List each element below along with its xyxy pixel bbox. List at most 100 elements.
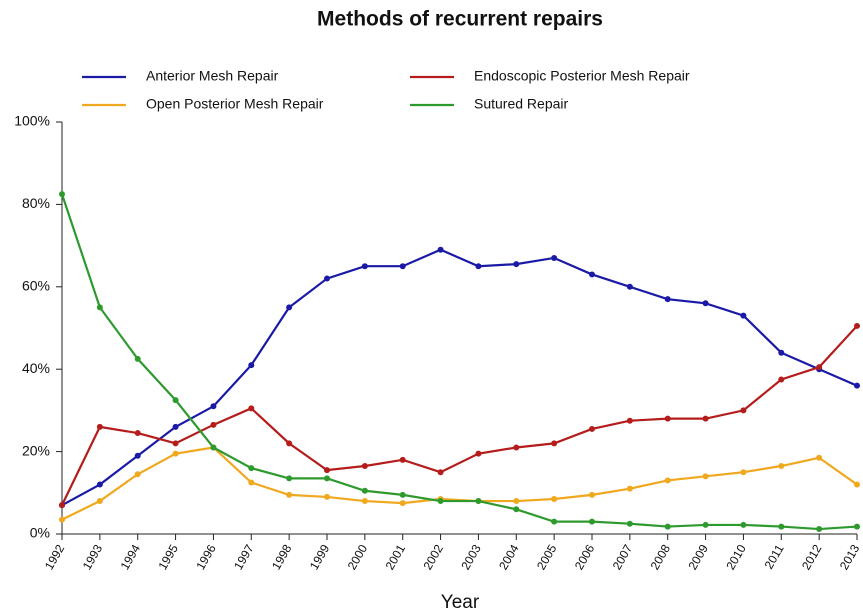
x-tick-label: 1996 [193, 542, 219, 572]
x-axis-label: Year [441, 592, 480, 613]
data-point [134, 452, 141, 459]
data-point [248, 479, 255, 486]
data-point [134, 430, 141, 437]
data-point [324, 275, 330, 282]
data-point [626, 283, 633, 290]
data-point [361, 463, 368, 470]
data-point [854, 481, 860, 488]
y-tick-label: 40% [22, 360, 50, 376]
data-point [286, 304, 293, 311]
data-point [513, 444, 520, 451]
data-point [399, 263, 406, 270]
data-point [702, 473, 709, 480]
data-point [740, 521, 747, 528]
data-point [172, 423, 179, 430]
data-point [361, 498, 368, 505]
legend-label: Endoscopic Posterior Mesh Repair [474, 68, 690, 84]
data-point [740, 469, 747, 476]
x-tick-label: 2001 [383, 542, 409, 572]
chart-title: Methods of recurrent repairs [317, 8, 603, 31]
data-point [626, 417, 633, 424]
x-tick-label: 2006 [572, 542, 598, 572]
data-point [475, 450, 482, 457]
data-point [740, 312, 747, 319]
data-point [134, 355, 141, 362]
data-point [854, 382, 860, 389]
data-point [664, 523, 671, 530]
data-point [702, 300, 709, 307]
x-tick-label: 2002 [420, 542, 446, 572]
x-tick-label: 1998 [269, 542, 295, 572]
data-point [96, 498, 103, 505]
data-point [778, 349, 785, 356]
data-point [513, 498, 520, 505]
data-point [816, 526, 823, 533]
data-point [437, 469, 444, 476]
series-line [61, 325, 858, 506]
data-point [778, 376, 785, 383]
data-point [475, 263, 482, 270]
data-point [96, 304, 103, 311]
data-point [664, 415, 671, 422]
data-point [626, 520, 633, 527]
x-tick-label: 1992 [42, 542, 68, 572]
x-tick-label: 2007 [610, 542, 636, 572]
data-point [248, 465, 255, 472]
x-tick-label: 2003 [458, 542, 484, 572]
data-point [702, 521, 709, 528]
data-point [361, 487, 368, 494]
data-point [816, 454, 823, 461]
data-point [248, 405, 255, 412]
data-point [589, 425, 595, 432]
x-tick-label: 2000 [345, 542, 371, 572]
data-point [437, 498, 444, 505]
data-point [172, 440, 179, 447]
data-point [513, 261, 520, 268]
data-point [664, 296, 671, 303]
data-point [551, 518, 558, 525]
x-tick-label: 2004 [496, 542, 522, 572]
data-point [286, 440, 293, 447]
y-tick-label: 60% [22, 278, 50, 294]
data-point [324, 493, 330, 500]
series-line [61, 248, 858, 507]
data-point [551, 254, 558, 261]
x-tick-label: 1999 [307, 542, 333, 572]
data-point [399, 500, 406, 507]
data-point [210, 421, 217, 428]
y-tick-label: 20% [22, 442, 50, 458]
data-point [702, 415, 709, 422]
data-point [172, 450, 179, 457]
data-point [589, 491, 595, 498]
data-point [475, 498, 482, 505]
data-point [286, 475, 293, 482]
data-point [210, 444, 217, 451]
data-point [59, 502, 65, 509]
data-point [96, 481, 103, 488]
data-point [816, 364, 823, 371]
y-tick-label: 80% [22, 195, 50, 211]
data-point [513, 506, 520, 513]
y-tick-label: 0% [30, 525, 50, 541]
data-point [626, 485, 633, 492]
series-line [60, 193, 858, 531]
data-point [96, 423, 103, 430]
data-point [399, 456, 406, 463]
data-point [361, 263, 368, 270]
data-point [324, 467, 330, 474]
x-tick-label: 2013 [837, 542, 863, 572]
data-point [134, 471, 141, 478]
data-point [437, 246, 444, 253]
x-tick-label: 1997 [231, 542, 257, 572]
data-point [589, 271, 595, 278]
x-tick-label: 1995 [155, 542, 181, 572]
data-point [59, 516, 65, 523]
data-point [854, 322, 860, 329]
data-point [399, 491, 406, 498]
legend-label: Open Posterior Mesh Repair [146, 96, 324, 112]
data-point [740, 407, 747, 414]
x-tick-label: 2010 [723, 542, 749, 572]
data-point [589, 518, 595, 525]
x-tick-label: 2009 [685, 542, 711, 572]
